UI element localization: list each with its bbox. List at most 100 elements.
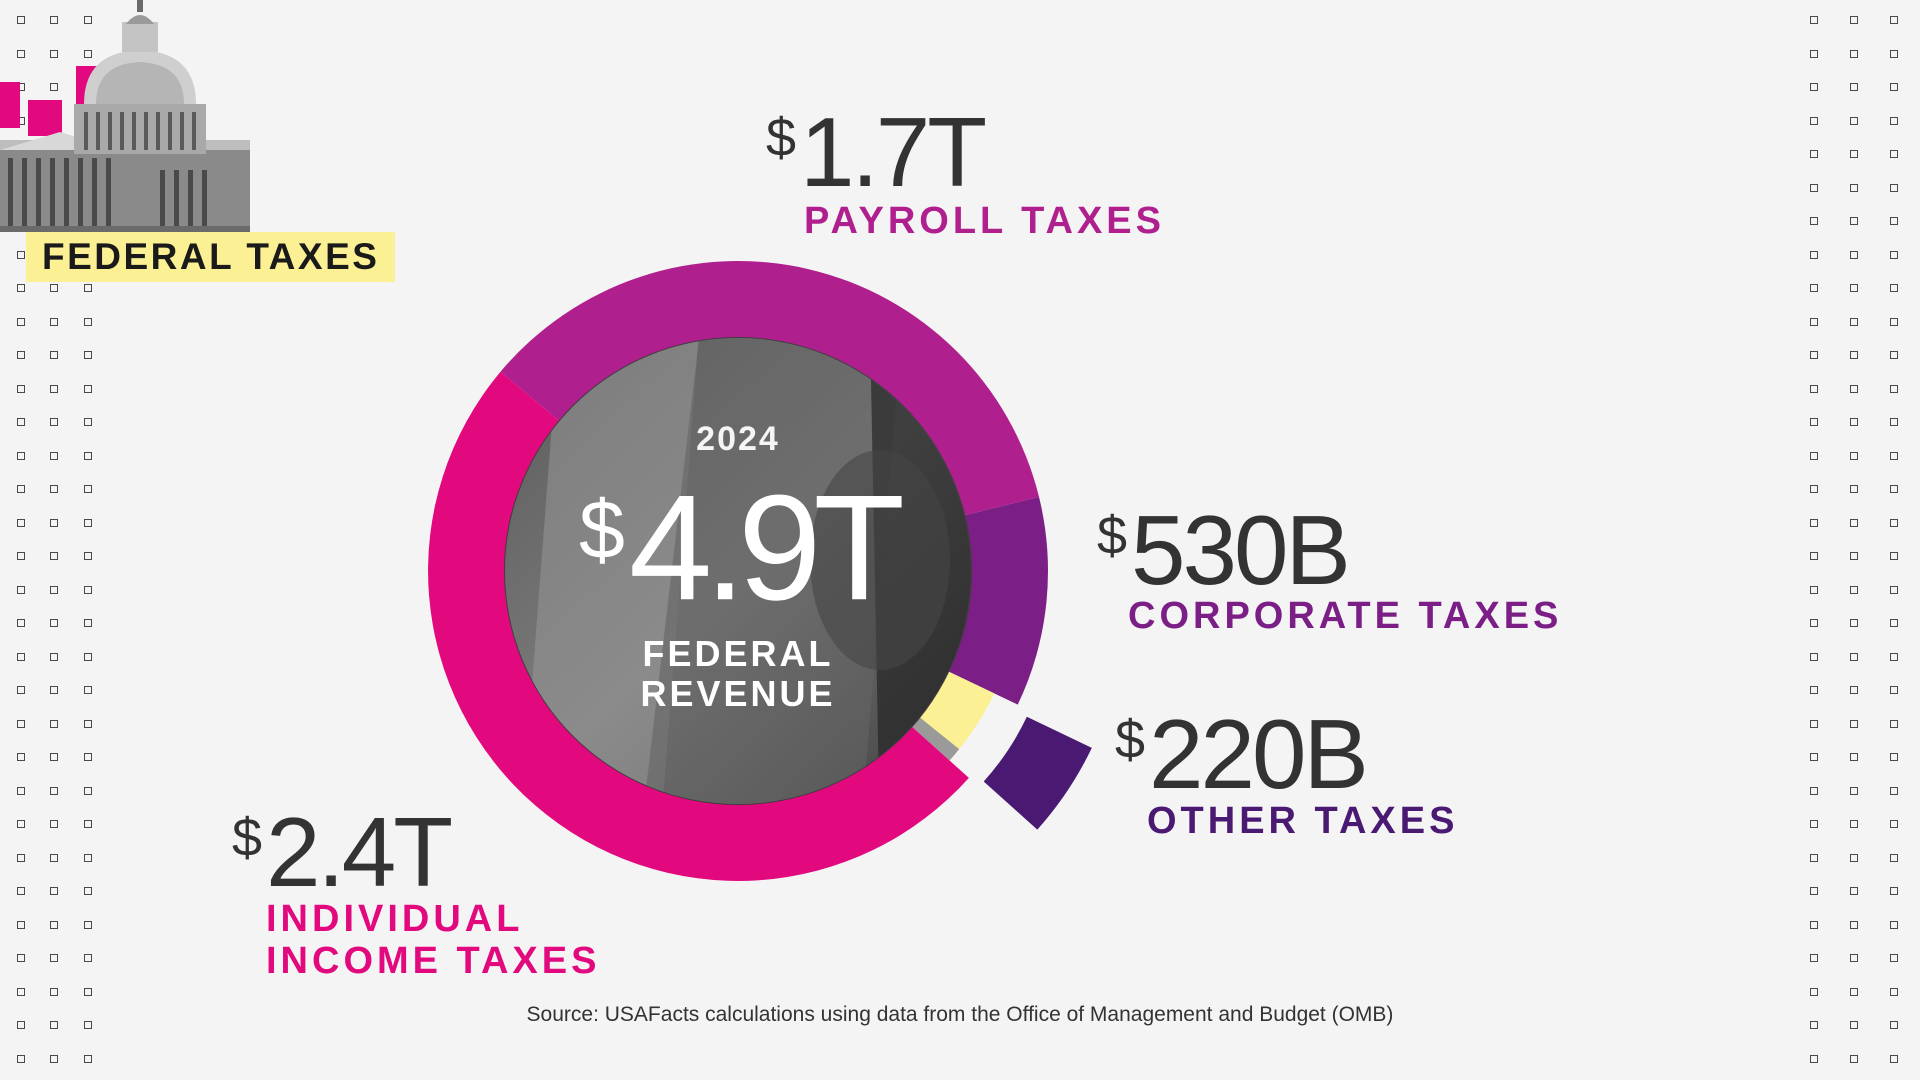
grid-dot bbox=[1890, 317, 1898, 326]
grid-dot bbox=[1850, 518, 1858, 527]
grid-dot bbox=[50, 887, 58, 895]
grid-dot bbox=[1850, 820, 1858, 828]
grid-dot bbox=[17, 250, 25, 259]
grid-dot bbox=[17, 284, 25, 292]
grid-dot bbox=[1890, 49, 1898, 58]
grid-dot bbox=[84, 686, 92, 694]
grid-dot bbox=[1890, 183, 1898, 192]
grid-dot bbox=[1850, 16, 1858, 24]
grid-dot bbox=[50, 451, 58, 460]
grid-dot bbox=[84, 719, 92, 728]
capitol-dome-image bbox=[0, 0, 250, 232]
grid-dot bbox=[84, 49, 92, 58]
grid-dot bbox=[1810, 820, 1818, 828]
grid-dot bbox=[1810, 250, 1818, 259]
grid-dot bbox=[17, 418, 25, 426]
grid-dot bbox=[1890, 786, 1898, 795]
grid-dot bbox=[50, 987, 58, 996]
grid-dot bbox=[1890, 686, 1898, 694]
payroll-label: PAYROLL TAXES bbox=[804, 200, 1165, 242]
grid-dot bbox=[84, 619, 92, 627]
grid-dot bbox=[1850, 284, 1858, 292]
grid-dot bbox=[84, 518, 92, 527]
grid-dot bbox=[1850, 585, 1858, 594]
grid-dot bbox=[1810, 719, 1818, 728]
grid-dot bbox=[1850, 920, 1858, 929]
grid-dot bbox=[1810, 853, 1818, 862]
grid-dot bbox=[1850, 753, 1858, 761]
center-label-line1: FEDERAL bbox=[642, 633, 834, 674]
grid-dot bbox=[50, 83, 58, 91]
grid-dot bbox=[50, 619, 58, 627]
grid-dot bbox=[1890, 954, 1898, 962]
slice-gap bbox=[910, 716, 960, 761]
center-year: 2024 bbox=[696, 420, 780, 458]
grid-dot bbox=[84, 351, 92, 359]
grid-dot bbox=[17, 853, 25, 862]
grid-dot bbox=[50, 719, 58, 728]
grid-dot bbox=[84, 418, 92, 426]
grid-dot bbox=[1850, 652, 1858, 661]
grid-dot bbox=[1890, 987, 1898, 996]
grid-dot bbox=[84, 954, 92, 962]
individual-amount: $2.4T bbox=[232, 797, 453, 907]
individual-label-line2: INCOME TAXES bbox=[266, 940, 601, 982]
grid-dot bbox=[84, 887, 92, 895]
grid-dot bbox=[1890, 920, 1898, 929]
grid-dot bbox=[84, 1021, 92, 1029]
grid-dot bbox=[1850, 786, 1858, 795]
grid-dot bbox=[1850, 384, 1858, 393]
grid-dot bbox=[1850, 1054, 1858, 1063]
grid-dot bbox=[84, 853, 92, 862]
grid-dot bbox=[50, 16, 58, 24]
payroll-amount: $1.7T bbox=[766, 97, 987, 207]
slice-individual-income-taxes bbox=[428, 371, 969, 881]
grid-dot bbox=[50, 920, 58, 929]
grid-dot bbox=[1850, 552, 1858, 560]
grid-dot bbox=[1850, 719, 1858, 728]
grid-dot bbox=[50, 786, 58, 795]
grid-dot bbox=[1810, 518, 1818, 527]
grid-dot bbox=[1810, 619, 1818, 627]
grid-dot bbox=[1810, 49, 1818, 58]
grid-dot bbox=[1890, 451, 1898, 460]
grid-dot bbox=[1810, 351, 1818, 359]
grid-dot bbox=[1850, 485, 1858, 493]
grid-dot bbox=[50, 351, 58, 359]
grid-dot bbox=[1850, 686, 1858, 694]
grid-dot bbox=[1810, 753, 1818, 761]
grid-dot bbox=[17, 786, 25, 795]
grid-dot bbox=[1850, 853, 1858, 862]
grid-dot bbox=[1890, 116, 1898, 125]
grid-dot bbox=[1810, 451, 1818, 460]
grid-dot bbox=[50, 753, 58, 761]
federal-taxes-badge: FEDERAL TAXES bbox=[26, 232, 396, 282]
center-total: $4.9T bbox=[578, 463, 905, 632]
grid-dot bbox=[1850, 351, 1858, 359]
grid-dot bbox=[84, 552, 92, 560]
grid-dot bbox=[84, 786, 92, 795]
grid-dot bbox=[17, 317, 25, 326]
grid-dot bbox=[1890, 384, 1898, 393]
grid-dot bbox=[17, 920, 25, 929]
grid-dot bbox=[1890, 518, 1898, 527]
grid-dot bbox=[50, 317, 58, 326]
other-amount: $220B bbox=[1115, 699, 1369, 809]
grid-dot bbox=[17, 485, 25, 493]
grid-dot bbox=[1850, 317, 1858, 326]
grid-dot bbox=[50, 686, 58, 694]
grid-dot bbox=[1890, 820, 1898, 828]
grid-dot bbox=[1850, 49, 1858, 58]
grid-dot bbox=[84, 16, 92, 24]
grid-dot bbox=[17, 719, 25, 728]
grid-dot bbox=[84, 585, 92, 594]
grid-dot bbox=[50, 518, 58, 527]
grid-dot bbox=[1890, 485, 1898, 493]
other-label: OTHER TAXES bbox=[1147, 800, 1459, 842]
grid-dot bbox=[50, 485, 58, 493]
grid-dot bbox=[1850, 217, 1858, 225]
grid-dot bbox=[1810, 786, 1818, 795]
grid-dot bbox=[84, 284, 92, 292]
grid-dot bbox=[84, 920, 92, 929]
